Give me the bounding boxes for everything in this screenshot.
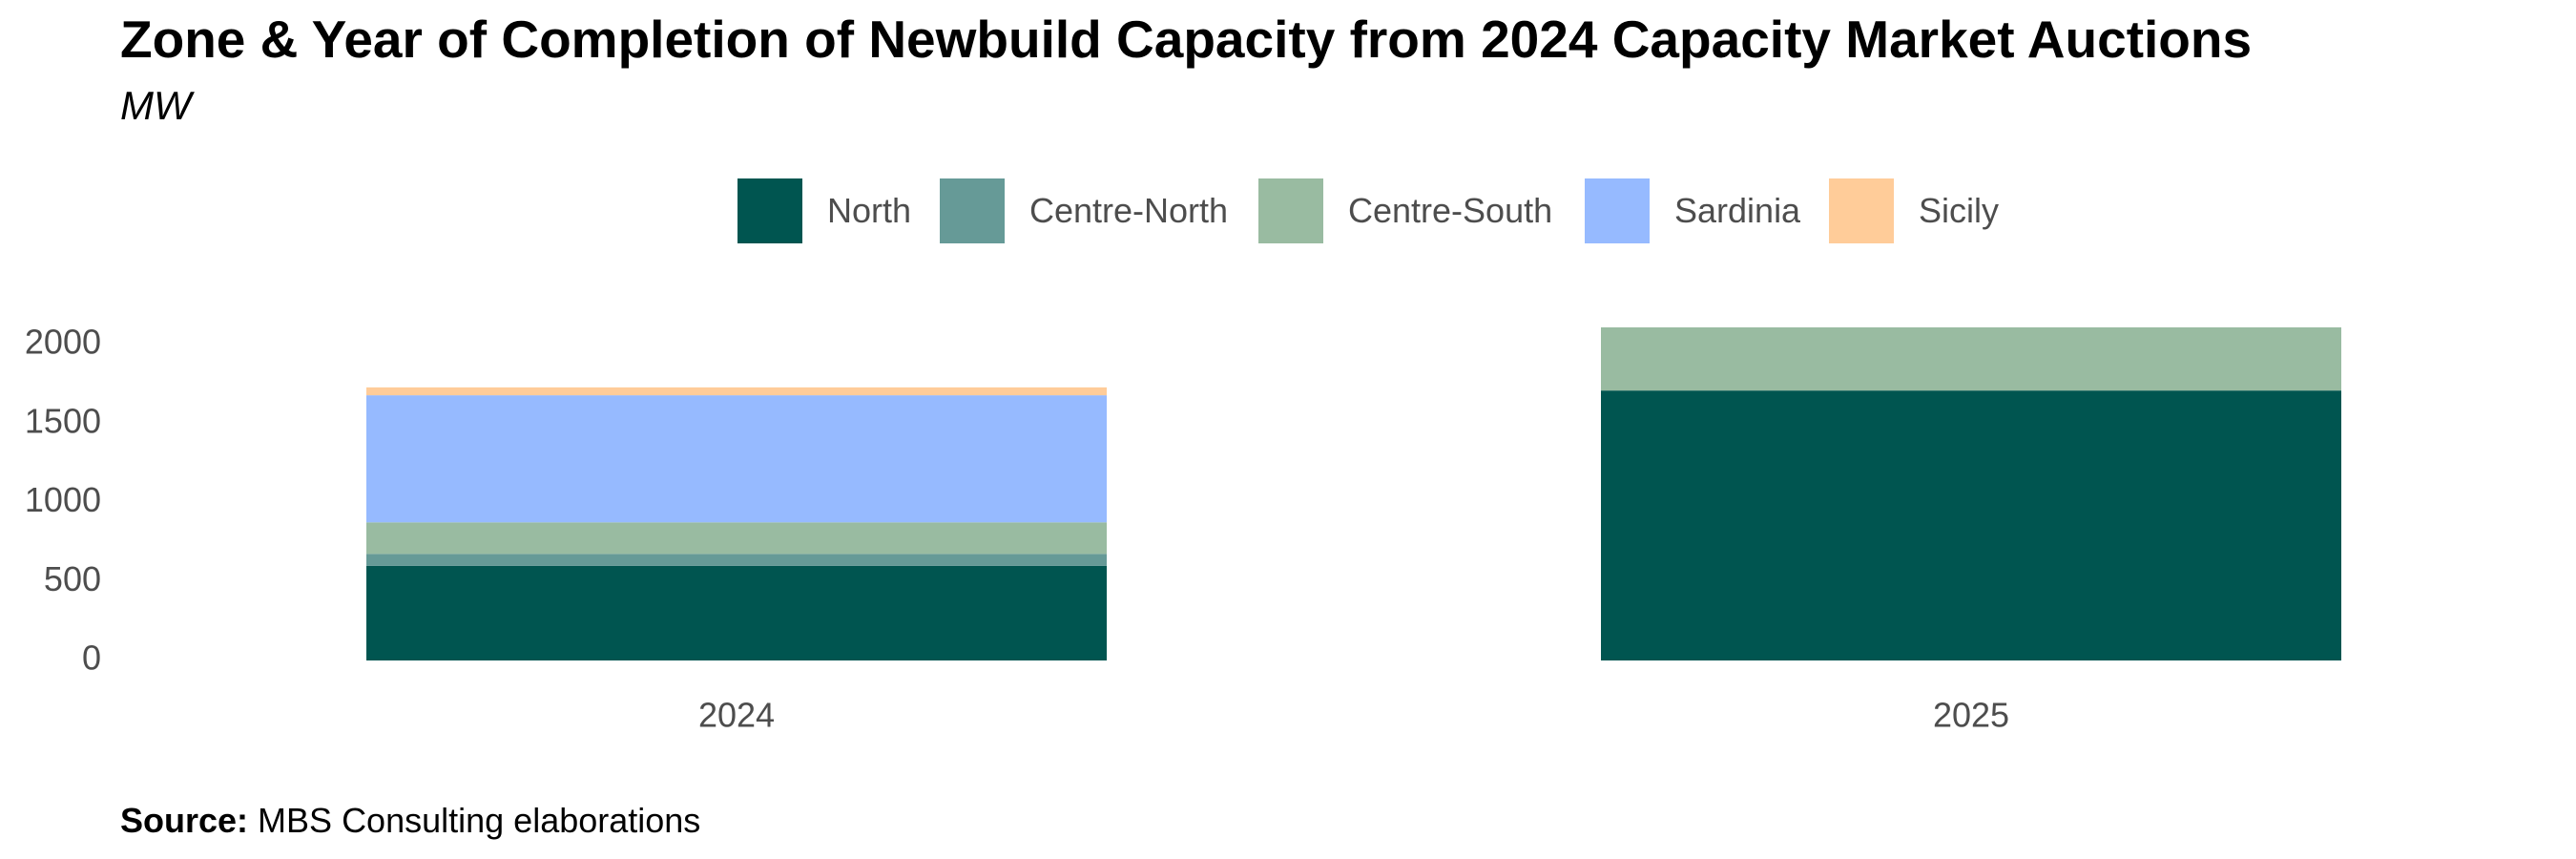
legend-label-centre-north: Centre-North [1029, 191, 1229, 230]
source-label: Source: [120, 801, 249, 840]
bar-2024-sicily [366, 387, 1107, 396]
x-tick-label-2024: 2024 [698, 696, 775, 735]
y-tick-label-2000: 2000 [25, 323, 101, 362]
y-tick-label-1000: 1000 [25, 480, 101, 519]
legend-label-centre-south: Centre-South [1348, 191, 1553, 230]
legend-label-north: North [827, 191, 912, 230]
chart-title: Zone & Year of Completion of Newbuild Ca… [120, 10, 2253, 69]
chart-subtitle: MW [120, 83, 192, 128]
legend-key-centre-south [1258, 178, 1323, 243]
bar-2024-north [366, 565, 1107, 660]
source-text: MBS Consulting elaborations [248, 801, 701, 840]
x-tick-label-2025: 2025 [1933, 696, 2009, 735]
bar-2024-sardinia [366, 395, 1107, 523]
y-tick-label-1500: 1500 [25, 401, 101, 440]
legend-label-sicily: Sicily [1919, 191, 2000, 230]
bar-2024-centre-north [366, 554, 1107, 566]
chart-legend: North Centre-North Centre-South Sardinia… [0, 178, 2576, 243]
y-tick-label-500: 500 [44, 559, 101, 598]
legend-key-north [737, 178, 802, 243]
legend-label-sardinia: Sardinia [1674, 191, 1801, 230]
bar-2025-north [1601, 390, 2341, 660]
legend-key-sardinia [1585, 178, 1650, 243]
bar-2025-centre-south [1601, 327, 2341, 391]
legend-key-centre-north [940, 178, 1005, 243]
bar-2024-centre-south [366, 522, 1107, 555]
source-note: Source: MBS Consulting elaborations [120, 800, 700, 841]
legend-key-sicily [1829, 178, 1894, 243]
y-tick-label-0: 0 [82, 639, 101, 678]
